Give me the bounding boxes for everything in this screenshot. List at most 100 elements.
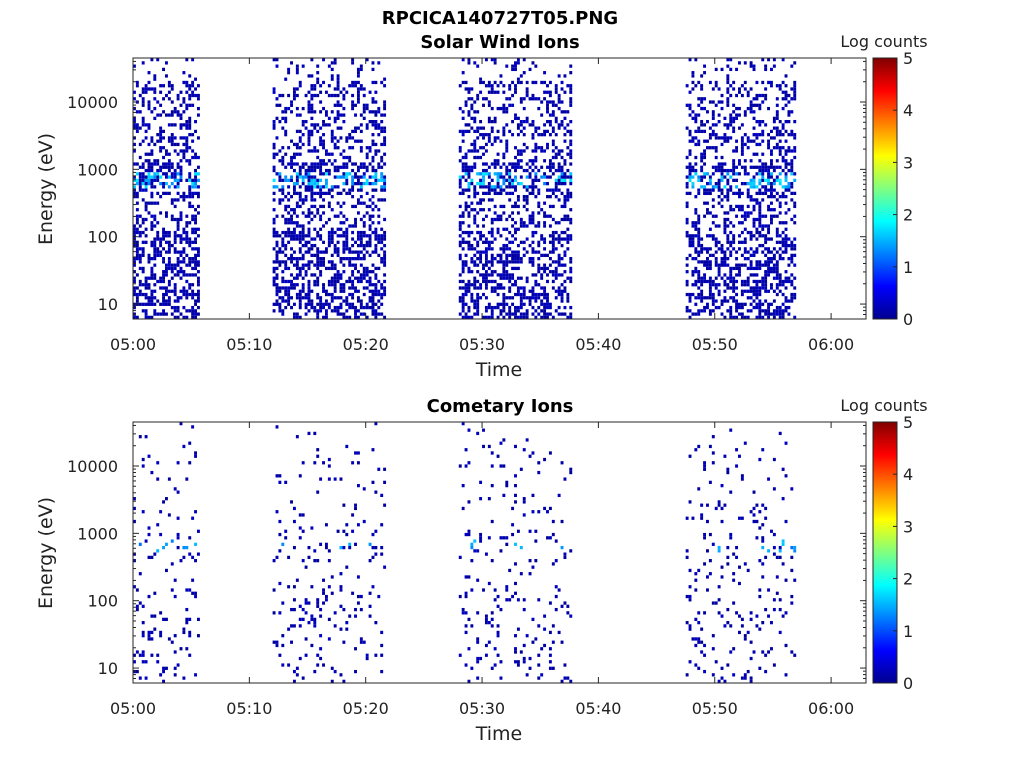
heatmap-cell <box>775 175 779 179</box>
heatmap-cell <box>304 119 308 124</box>
heatmap-cell <box>467 500 471 504</box>
heatmap-cell <box>566 676 570 680</box>
heatmap-cell <box>784 221 788 225</box>
heatmap-cell <box>740 191 744 196</box>
heatmap-cell <box>720 175 724 179</box>
heatmap-cell <box>345 523 349 527</box>
heatmap-cell <box>700 74 704 78</box>
heatmap-cell <box>470 97 474 101</box>
heatmap-cell <box>284 480 288 484</box>
heatmap-cell <box>135 227 139 231</box>
heatmap-cell <box>313 146 317 150</box>
heatmap-cell <box>351 237 355 241</box>
heatmap-cell <box>714 305 718 310</box>
heatmap-cell <box>356 253 360 258</box>
heatmap-cell <box>563 162 567 166</box>
heatmap-cell <box>464 178 468 182</box>
heatmap-cell <box>307 286 311 290</box>
heatmap-cell <box>351 270 355 274</box>
heatmap-cell <box>514 116 517 120</box>
heatmap-cell <box>281 159 285 163</box>
heatmap-cell <box>511 185 515 189</box>
heatmap-cell <box>778 165 782 169</box>
heatmap-cell <box>775 198 779 202</box>
heatmap-cell <box>703 309 707 313</box>
heatmap-cell <box>374 113 378 117</box>
heatmap-cell <box>508 296 512 300</box>
heatmap-cell <box>310 97 314 101</box>
heatmap-cell <box>383 100 387 104</box>
heatmap-cell <box>133 142 136 147</box>
heatmap-cell <box>784 299 788 303</box>
heatmap-cell <box>313 110 317 114</box>
heatmap-cell <box>528 289 532 293</box>
heatmap-cell <box>775 286 779 290</box>
heatmap-cell <box>304 565 308 569</box>
heatmap-cell <box>490 617 494 622</box>
heatmap-cell <box>723 211 727 215</box>
heatmap-cell <box>322 302 325 306</box>
heatmap-cell <box>508 273 512 277</box>
heatmap-cell <box>304 162 308 166</box>
heatmap-cell <box>356 243 360 248</box>
heatmap-cell <box>720 257 724 261</box>
heatmap-cell <box>516 260 520 264</box>
heatmap-cell <box>461 296 465 300</box>
heatmap-cell <box>548 168 552 173</box>
heatmap-cell <box>688 598 692 602</box>
heatmap-cell <box>522 315 526 319</box>
heatmap-cell <box>781 240 785 244</box>
heatmap-cell <box>543 296 547 300</box>
heatmap-cell <box>351 591 355 595</box>
heatmap-cell <box>153 243 157 248</box>
heatmap-cell <box>170 217 174 222</box>
heatmap-cell <box>772 168 776 173</box>
heatmap-cell <box>685 201 689 205</box>
heatmap-cell <box>761 276 765 280</box>
heatmap-cell <box>144 240 148 244</box>
heatmap-cell <box>563 289 567 293</box>
heatmap-cell <box>551 532 555 537</box>
heatmap-cell <box>307 188 311 192</box>
heatmap-cell <box>156 461 160 465</box>
heatmap-cell <box>476 110 480 114</box>
heatmap-cell <box>290 178 293 182</box>
heatmap-cell <box>330 292 334 297</box>
heatmap-cell <box>138 110 142 114</box>
heatmap-cell <box>135 230 139 235</box>
heatmap-cell <box>697 237 701 241</box>
heatmap-cell <box>778 312 782 316</box>
heatmap-cell <box>150 185 154 189</box>
heatmap-cell <box>188 617 192 622</box>
heatmap-cell <box>383 230 387 235</box>
heatmap-cell <box>723 253 727 258</box>
heatmap-cell <box>182 545 186 550</box>
heatmap-cell <box>746 136 750 140</box>
heatmap-cell <box>743 113 747 117</box>
heatmap-cell <box>732 247 736 251</box>
heatmap-cell <box>330 309 334 313</box>
heatmap-cell <box>351 224 355 228</box>
heatmap-cell <box>179 270 183 274</box>
heatmap-cell <box>543 614 547 618</box>
heatmap-cell <box>685 221 689 225</box>
heatmap-cell <box>543 129 547 134</box>
heatmap-cell <box>141 172 145 176</box>
heatmap-cell <box>720 243 724 248</box>
heatmap-cell <box>700 283 704 287</box>
heatmap-cell <box>191 80 195 85</box>
heatmap-cell <box>284 529 288 533</box>
heatmap-cell <box>717 162 721 166</box>
heatmap-cell <box>298 224 302 228</box>
heatmap-cell <box>537 240 541 244</box>
heatmap-cell <box>301 175 305 179</box>
heatmap-cell <box>278 286 282 290</box>
heatmap-cell <box>319 110 323 114</box>
heatmap-cell <box>188 175 192 179</box>
heatmap-cell <box>458 224 462 228</box>
heatmap-cell <box>365 266 369 271</box>
heatmap-cell <box>484 276 488 280</box>
heatmap-cell <box>133 263 136 267</box>
heatmap-cell <box>147 103 151 107</box>
heatmap-cell <box>327 237 331 241</box>
